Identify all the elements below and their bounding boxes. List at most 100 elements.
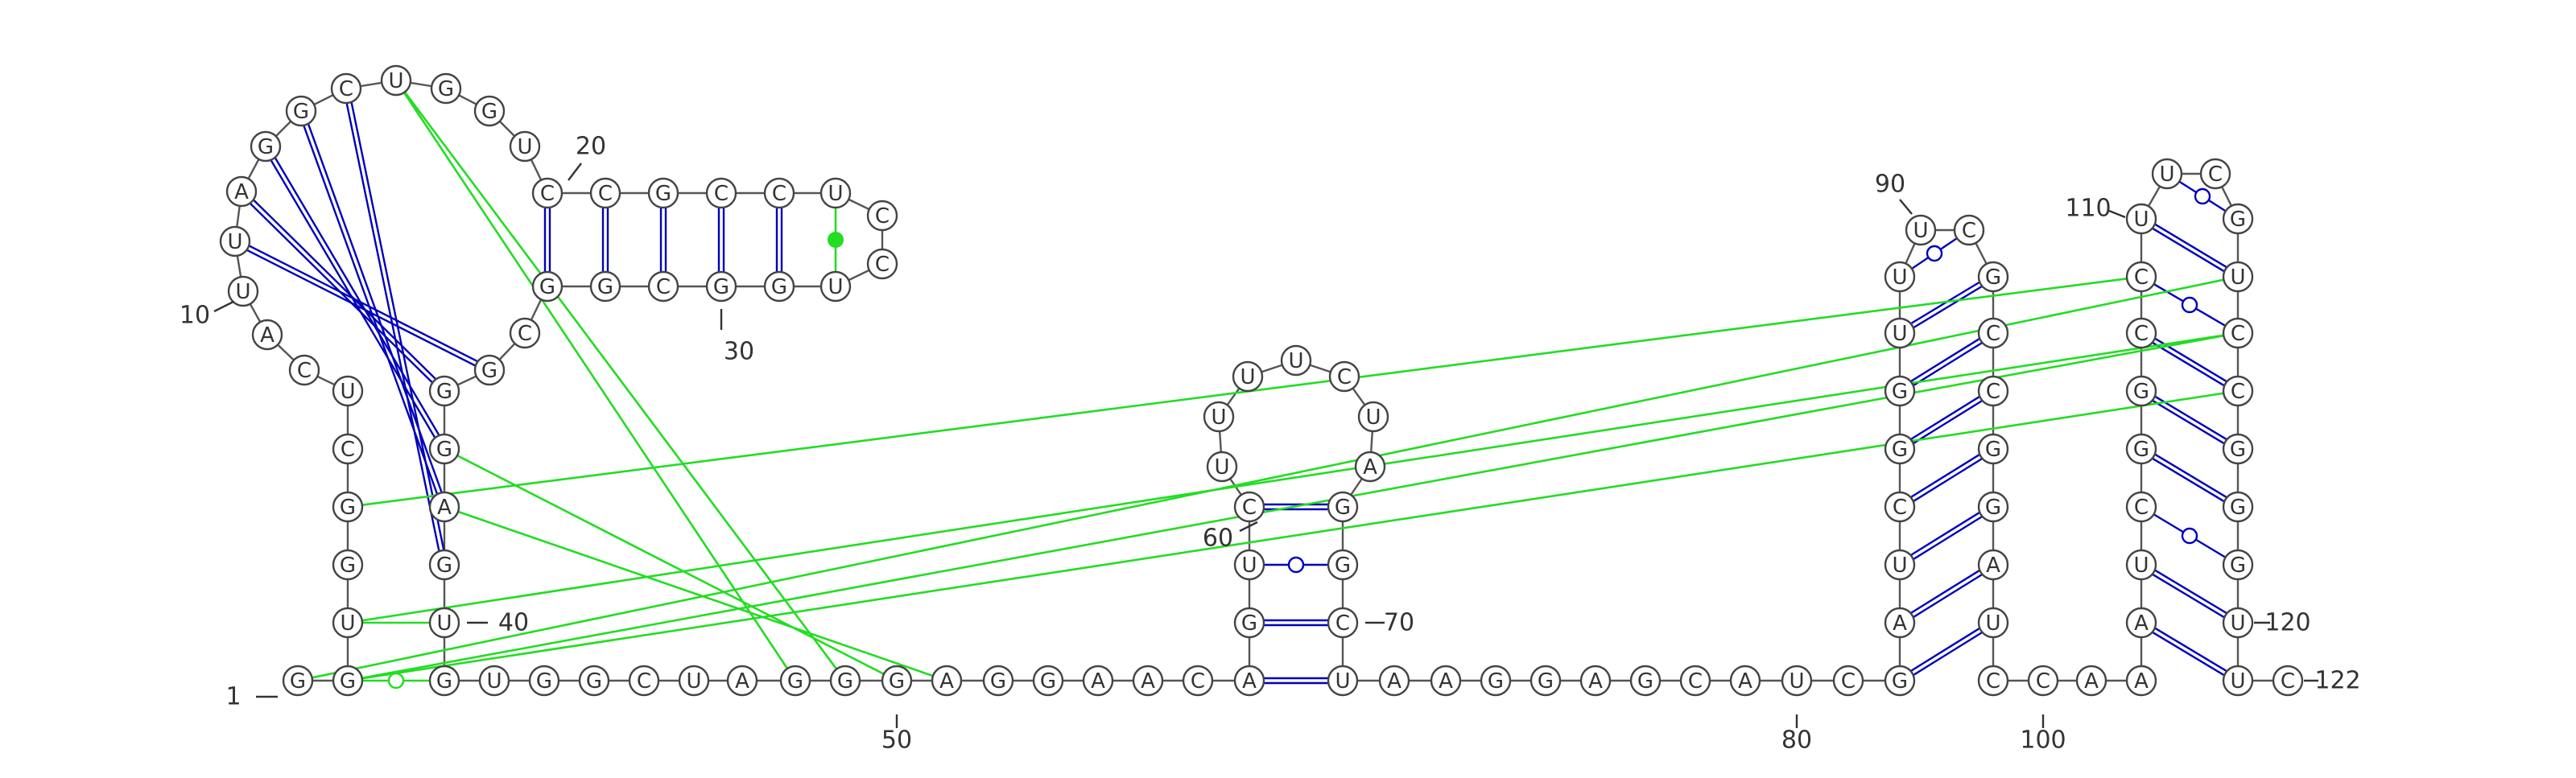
noncanonical-pair-line — [361, 334, 2224, 622]
nucleotide-letter: U — [2230, 266, 2245, 290]
noncanonical-pair-line — [361, 334, 2224, 680]
noncanonical-pair-line — [361, 392, 2224, 680]
nucleotide-circle — [1884, 317, 1916, 349]
nucleotide-letter: U — [436, 611, 452, 636]
nucleotide-letter: A — [1091, 669, 1105, 694]
nucleotide-letter: U — [1335, 669, 1350, 694]
canonical-pair-line — [1913, 400, 1983, 445]
nucleotide-circle — [1884, 491, 1916, 523]
canonical-pair-line — [1913, 516, 1983, 561]
nucleotide: A — [1132, 665, 1164, 697]
nucleotide-circle — [866, 248, 898, 280]
nucleotide-circle — [1206, 451, 1238, 483]
nucleotide: C — [332, 433, 364, 465]
nucleotide-letter: C — [1242, 496, 1257, 520]
nucleotide-letter: U — [227, 230, 242, 254]
nucleotide: G — [1884, 433, 1916, 465]
nucleotide-letter: U — [486, 669, 502, 694]
canonical-pair-line — [1913, 574, 1983, 619]
position-label: 40 — [498, 609, 529, 637]
nucleotide-letter: U — [1211, 405, 1226, 430]
nucleotide: C — [647, 270, 679, 303]
nucleotide-letter: U — [1241, 554, 1257, 578]
nucleotide-letter: G — [2230, 208, 2246, 232]
position-label: 20 — [576, 133, 606, 161]
position-label: 120 — [2264, 609, 2310, 637]
nucleotide-letter: U — [1214, 455, 1229, 480]
nucleotide: U — [2222, 261, 2254, 293]
nucleotide-letter: C — [656, 275, 671, 299]
nucleotide-letter: C — [341, 438, 355, 462]
nucleotide: G — [1233, 607, 1265, 639]
nucleotide-circle — [705, 177, 737, 209]
canonical-pair-line — [2154, 223, 2227, 269]
nucleotide: C — [628, 665, 660, 697]
nucleotide-circle — [509, 130, 541, 163]
nucleotide-circle — [866, 200, 898, 232]
nucleotide-letter: U — [388, 69, 403, 93]
nucleotide-letter: A — [1986, 554, 2000, 578]
nucleotide-letter: G — [1985, 496, 2001, 520]
position-label: 122 — [2314, 667, 2360, 695]
nucleotide-letter: C — [2231, 380, 2245, 404]
nucleotide: U — [428, 607, 460, 639]
position-label: 100 — [2020, 727, 2066, 755]
nucleotide: G — [332, 549, 364, 581]
nucleotide-circle — [2125, 317, 2157, 349]
nucleotide: G — [2222, 433, 2254, 465]
nucleotide: G — [2222, 491, 2254, 523]
nucleotide: U — [2222, 607, 2254, 639]
gu-pair-marker — [2181, 296, 2198, 314]
nucleotide-circle — [2125, 665, 2157, 697]
nucleotide-circle — [1977, 375, 2009, 407]
nucleotide: G — [1884, 375, 1916, 407]
nucleotide-letter: A — [2084, 669, 2099, 694]
nucleotide-circle — [1233, 491, 1265, 523]
nucleotide: C — [1327, 607, 1359, 639]
nucleotide-letter: G — [771, 275, 787, 299]
noncanonical-pair-line — [312, 278, 2224, 679]
nucleotide-circle — [2125, 549, 2157, 581]
nucleotide-letter: G — [1040, 669, 1056, 694]
nucleotide-circle — [285, 95, 317, 127]
nucleotide: U — [332, 375, 364, 407]
nucleotide-circle — [2125, 203, 2157, 235]
nucleotide: C — [2222, 375, 2254, 407]
nucleotide-letter: A — [2134, 669, 2149, 694]
nucleotide-letter: G — [990, 669, 1006, 694]
nucleotide: G — [473, 95, 506, 127]
nucleotide: U — [1884, 549, 1916, 581]
nucleotide-circle — [1182, 665, 1214, 697]
nucleotide-circle — [332, 433, 364, 465]
nucleotide-letter: C — [598, 182, 613, 206]
nucleotide-letter: U — [340, 611, 355, 636]
nucleotide-circle — [829, 665, 861, 697]
canonical-pair — [1910, 337, 1983, 387]
canonical-pair — [659, 208, 667, 272]
nucleotide: U — [2125, 549, 2157, 581]
nucleotide: C — [288, 354, 320, 386]
nucleotide-circle — [1884, 261, 1916, 293]
nucleotide-circle — [332, 549, 364, 581]
nucleotide: G — [1977, 261, 2009, 293]
nucleotide-letter: U — [1913, 219, 1928, 243]
nucleotide-circle — [2125, 375, 2157, 407]
canonical-pair-line — [248, 245, 478, 363]
canonical-pair-line — [345, 102, 440, 552]
nucleotide-letter: A — [234, 180, 249, 204]
nucleotide-circle — [1203, 401, 1235, 433]
nucleotide: U — [1884, 317, 1916, 349]
nucleotide-letter: U — [686, 669, 701, 694]
canonical-pair-line — [1910, 627, 1980, 672]
nucleotide-letter: C — [714, 182, 729, 206]
nucleotide: U — [1977, 607, 2009, 639]
nucleotide-letter: C — [518, 322, 532, 346]
nucleotide-circle — [678, 665, 710, 697]
nucleotide-circle — [428, 607, 460, 639]
nucleotide-letter: U — [1288, 349, 1303, 373]
nucleotide-letter: A — [1588, 669, 1603, 694]
nucleotide: U — [1905, 214, 1937, 246]
nucleotide-letter: C — [637, 669, 651, 694]
nucleotide-letter: C — [297, 359, 312, 383]
